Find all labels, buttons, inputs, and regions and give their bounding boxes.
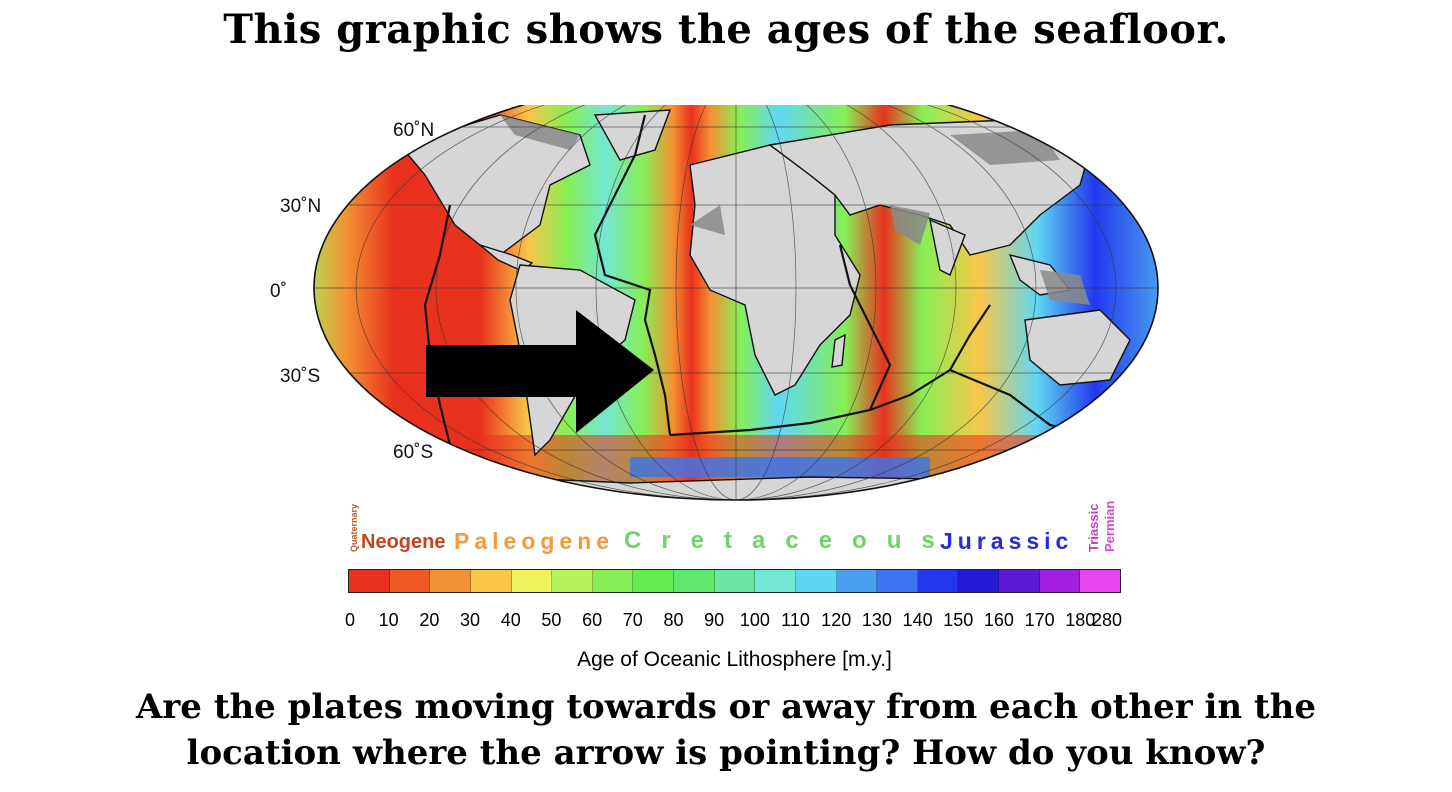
period-triassic: Triassic (1086, 503, 1101, 552)
scale-swatch (836, 570, 878, 592)
period-permian: Permian (1102, 500, 1117, 552)
lat-label-60n: 60˚N (393, 120, 435, 141)
tick-label: 40 (500, 610, 521, 630)
scale-swatch (999, 570, 1040, 592)
tick-label: 80 (663, 610, 684, 630)
scale-swatch (592, 570, 634, 592)
lat-label-30n: 30˚N (280, 196, 322, 217)
lat-label-60s: 60˚S (393, 442, 434, 463)
scale-swatch (389, 570, 431, 592)
tick-label: 90 (704, 610, 725, 630)
scale-swatch (511, 570, 553, 592)
tick-label: 70 (622, 610, 643, 630)
scale-swatch (552, 570, 593, 592)
tick-label: 120 (821, 610, 852, 630)
tick-label: 160 (983, 610, 1014, 630)
tick-label: 180 (1065, 610, 1096, 630)
scale-swatch (755, 570, 796, 592)
period-cretaceous: Cretaceous (624, 527, 955, 554)
scale-swatch (795, 570, 837, 592)
tick-label: 20 (419, 610, 440, 630)
tick-label: 10 (378, 610, 399, 630)
age-color-scale (348, 569, 1121, 593)
period-neogene: Neogene (361, 531, 446, 553)
tick-label: 110 (781, 610, 810, 630)
scale-axis-label: Age of Oceanic Lithosphere [m.y.] (577, 648, 892, 671)
scale-swatch (349, 570, 390, 592)
question-line-1: Are the plates moving towards or away fr… (135, 687, 1316, 727)
tick-label: 100 (739, 610, 770, 630)
tick-label: 150 (943, 610, 974, 630)
scale-swatch (470, 570, 512, 592)
question-line-2: location where the arrow is pointing? Ho… (186, 733, 1266, 773)
tick-label: 170 (1024, 610, 1055, 630)
lat-label-30s: 30˚S (280, 366, 321, 387)
scale-swatch (877, 570, 918, 592)
tick-label: 0 (344, 610, 356, 630)
lat-label-equator: 0˚ (270, 281, 287, 302)
tick-label: 280 (1091, 610, 1123, 630)
age-tick-labels: 0 10 20 30 40 50 60 70 80 90 100 110 120 130 140 150 160… (344, 610, 1123, 632)
period-paleogene: Paleogene (454, 528, 615, 554)
tick-label: 30 (460, 610, 481, 630)
period-labels: Quaternary Neogene Paleogene Cretaceous … (348, 500, 1138, 562)
page-title: This graphic shows the ages of the seafl… (223, 6, 1229, 53)
continental-shelves (500, 115, 1090, 305)
period-quaternary: Quaternary (349, 503, 359, 552)
scale-swatch (633, 570, 674, 592)
scale-swatch (917, 570, 959, 592)
scale-swatch (674, 570, 715, 592)
scale-swatch (714, 570, 756, 592)
globe-outline (313, 105, 1159, 501)
black-arrow-icon (426, 310, 654, 433)
tick-label: 60 (582, 610, 603, 630)
scale-swatch (430, 570, 471, 592)
scale-swatch (1039, 570, 1081, 592)
tick-label: 140 (902, 610, 933, 630)
period-jurassic: Jurassic (940, 528, 1074, 554)
mid-ocean-ridges (423, 114, 1091, 446)
tick-label: 50 (541, 610, 562, 630)
scale-swatch (958, 570, 999, 592)
tick-label: 130 (861, 610, 892, 630)
scale-swatch (1080, 570, 1120, 592)
question-text: Are the plates moving towards or away fr… (0, 684, 1452, 776)
seafloor-age-map (313, 105, 1159, 501)
